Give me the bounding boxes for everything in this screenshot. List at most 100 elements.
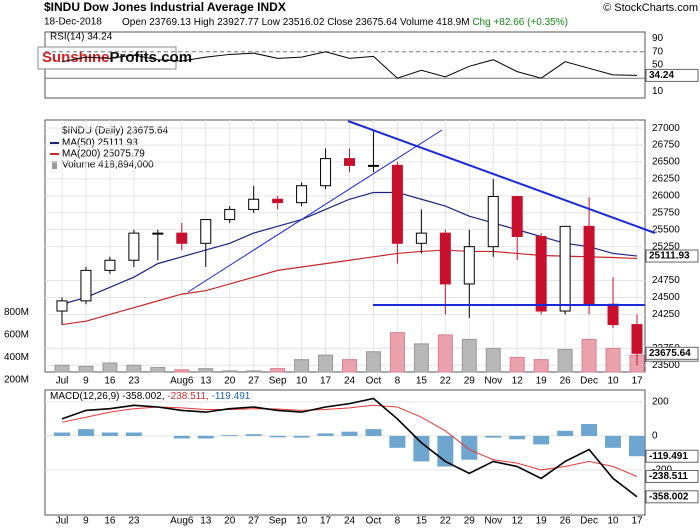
candle-body [631, 324, 643, 354]
candle-body [56, 300, 68, 312]
y-tick-label: 25500 [652, 224, 680, 235]
candle-body [320, 158, 332, 187]
macd-hist [509, 435, 526, 440]
macd-hist [461, 435, 478, 460]
x-tick-label: Dec [580, 376, 598, 387]
value-tag [645, 449, 699, 463]
value-tag [645, 469, 699, 483]
value-tag-label: -358.002 [649, 491, 689, 502]
rsi-line [61, 51, 638, 79]
trend-line [347, 120, 656, 234]
x-tick-label: 19 [536, 516, 548, 527]
candle-body [535, 236, 547, 312]
volume-bar [413, 343, 429, 373]
y-tick-label: 600M [4, 330, 29, 341]
candle-body [248, 198, 260, 210]
volume-bar [533, 359, 549, 373]
x-tick-label: 15 [416, 376, 428, 387]
macd-hist [54, 432, 70, 436]
volume-bar [605, 347, 621, 373]
x-tick-label: 16 [104, 376, 116, 387]
x-tick-label: 24 [344, 516, 356, 527]
macd-hist [557, 430, 574, 436]
candle-body [487, 196, 499, 248]
source: © StockCharts.com [603, 2, 698, 14]
x-tick-label: 20 [224, 376, 236, 387]
x-tick-label: 10 [607, 516, 619, 527]
candle-body [152, 232, 164, 235]
x-tick-label: Oct [366, 516, 382, 527]
x-tick-label: 22 [440, 376, 452, 387]
y-tick-label: 26000 [652, 191, 680, 202]
y-tick-label: 200M [4, 375, 29, 386]
legend-ma200: MA(200) 25075.79 [62, 149, 145, 160]
candle-body [104, 259, 116, 271]
x-tick-label: Nov [484, 516, 502, 527]
macd-hist [221, 435, 238, 436]
volume-bar [365, 351, 381, 373]
y-tick-label: 25250 [652, 241, 680, 252]
x-tick-label: 23 [128, 376, 140, 387]
x-tick-label: 17 [320, 376, 332, 387]
x-tick-label: 12 [512, 516, 524, 527]
stat: Volume 418.9M [400, 17, 470, 28]
x-tick-label: 17 [631, 376, 643, 387]
x-tick-label: 8 [395, 516, 401, 527]
legend-volume: Volume 418,894,000 [62, 160, 154, 171]
candle-body [128, 232, 140, 261]
x-tick-label: Jul [56, 516, 69, 527]
x-tick-label: Aug6 [170, 516, 194, 527]
x-tick-label: Sep [269, 516, 287, 527]
volume-bar [126, 364, 142, 373]
x-tick-label: 29 [464, 516, 476, 527]
x-tick-label: 9 [83, 516, 89, 527]
x-tick-label: Nov [484, 376, 502, 387]
candle-body [559, 225, 571, 312]
candle-body [511, 196, 523, 238]
y-tick-label: 50 [652, 60, 664, 71]
y-tick-label: 200 [652, 397, 669, 408]
candle-body [607, 303, 619, 326]
stat: Close 23675.64 [327, 17, 397, 28]
macd-hist [605, 435, 622, 448]
macd-hist [413, 435, 430, 462]
macd-hist [389, 435, 406, 448]
candle-body [296, 185, 308, 204]
volume-bar [318, 354, 334, 373]
trend-line [187, 129, 443, 293]
volume-bar [246, 370, 262, 373]
macd-hist [293, 435, 310, 438]
stat: Open 23769.13 [122, 17, 191, 28]
logo-part: Sunshine [42, 49, 110, 66]
candle-body [463, 246, 475, 285]
candle-body [415, 232, 427, 244]
macd-hist [581, 424, 598, 436]
candle-body [224, 208, 236, 221]
volume-bar [198, 368, 214, 373]
value-tag-label: 25111.93 [649, 251, 690, 262]
candle-body [80, 269, 92, 302]
macd-label-part: MACD(12,26,9) -358.002, [50, 391, 165, 402]
x-tick-label: 27 [248, 376, 260, 387]
x-tick-label: 22 [440, 516, 452, 527]
candle-body [391, 164, 403, 244]
value-tag-label: 23675.64 [649, 348, 691, 359]
stats: Open 23769.13 High 23927.77 Low 23516.02… [122, 17, 568, 28]
x-tick-label: 26 [560, 516, 572, 527]
x-tick-label: 10 [296, 516, 308, 527]
macd-hist [77, 429, 94, 436]
value-tag [645, 249, 699, 263]
macd-hist [317, 433, 334, 436]
y-tick-label: 800M [4, 307, 29, 318]
x-tick-label: 27 [248, 516, 260, 527]
rsi-label: RSI(14) 34.24 [50, 32, 113, 43]
y-tick-label: 26500 [652, 157, 680, 168]
x-tick-label: Sep [269, 376, 287, 387]
macd-label-part: -238.511, [167, 391, 209, 402]
volume-bar [294, 359, 310, 373]
x-tick-label: 17 [320, 516, 332, 527]
candle-body [200, 219, 212, 244]
logo-part: Profits.com [110, 49, 193, 66]
candle-body [583, 225, 595, 305]
